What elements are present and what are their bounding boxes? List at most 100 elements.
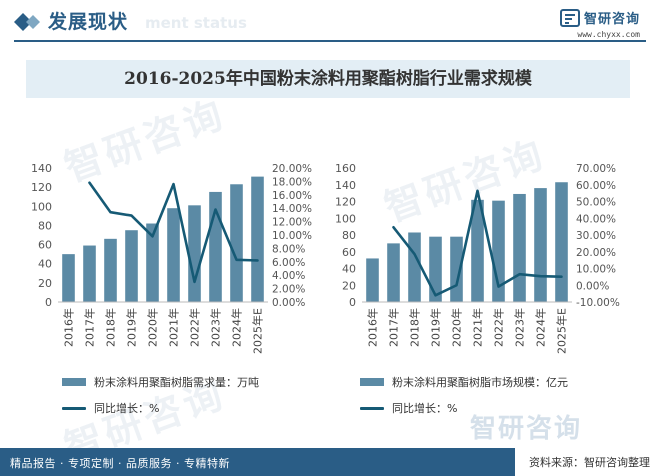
brand-logo: 智研咨询 — [559, 8, 640, 27]
y-right-tick-label: 70.00% — [576, 163, 616, 175]
y-right-tick-label: 10.00% — [272, 230, 312, 242]
bar — [534, 188, 547, 302]
y-left-tick-label: 140 — [31, 162, 52, 175]
growth-line — [392, 189, 563, 297]
bar — [104, 238, 117, 302]
x-tick-label: 2016年 — [366, 308, 380, 347]
y-left-tick-label: 80 — [38, 219, 52, 232]
legend-item-line: 同比增长：% — [62, 400, 159, 416]
y-right-tick-label: 0.00% — [272, 297, 305, 309]
y-right-tick-label: 6.00% — [272, 257, 305, 269]
legend-item-bar: 粉末涂料用聚酯树脂市场规模：亿元 — [360, 374, 568, 390]
chart-demand-volume: 0 20 40 60 80 100 120 140 0.00% 2.00% 4.00% 6.00% 8.… — [20, 150, 320, 385]
bar — [62, 254, 75, 302]
legend-item-bar: 粉末涂料用聚酯树脂需求量：万吨 — [62, 374, 259, 390]
legend-line-swatch — [62, 406, 86, 410]
y-right-tick-label: 50.00% — [576, 197, 616, 209]
y-left-tick-label: 120 — [335, 196, 356, 209]
y-right-tick-label: 2.00% — [272, 284, 305, 296]
legend-bar-swatch — [360, 378, 384, 386]
section-title: 发展现状 — [48, 11, 129, 33]
brand-url[interactable]: www.chyxx.com — [577, 30, 640, 39]
y-left-tick-label: 60 — [38, 239, 52, 252]
y-right-tick-label: 20.00% — [576, 247, 616, 259]
x-tick-label: 2022年 — [188, 308, 202, 347]
x-tick-label: 2017年 — [387, 308, 401, 347]
y-right-tick-label: 10.00% — [576, 264, 616, 276]
bar — [167, 208, 180, 302]
y-left-tick-label: 40 — [38, 258, 52, 271]
x-tick-label: 2019年 — [125, 308, 139, 347]
legend-label: 粉末涂料用聚酯树脂市场规模：亿元 — [392, 376, 568, 389]
bar — [555, 182, 568, 302]
y-right-tick-label: 60.00% — [576, 180, 616, 192]
y-right-tick-label: 18.00% — [272, 176, 312, 188]
x-tick-label: 2025年E — [251, 308, 265, 354]
y-left-tick-label: 80 — [342, 229, 356, 242]
bar — [408, 232, 421, 302]
x-tick-label: 2024年 — [230, 308, 244, 347]
header-divider — [14, 40, 646, 42]
x-tick-label: 2020年 — [450, 308, 464, 347]
bar — [513, 193, 526, 302]
bar — [366, 258, 379, 302]
bar — [230, 184, 243, 302]
header-ghost-text: ment status — [145, 14, 247, 32]
legend-item-line: 同比增长：% — [360, 400, 457, 416]
brand-name: 智研咨询 — [583, 12, 640, 27]
y-left-tick-label: 60 — [342, 246, 356, 259]
bar — [387, 243, 400, 302]
y-left-tick-label: 0 — [45, 296, 52, 309]
bar — [429, 236, 442, 302]
x-tick-label: 2023年 — [209, 308, 223, 347]
x-tick-label: 2025年E — [555, 308, 569, 354]
footer: 精品报告 · 专项定制 · 品质服务 · 专精特新 资料来源：智研咨询整理 — [0, 448, 660, 476]
footer-brand-watermark: 智研咨询 — [470, 414, 583, 444]
y-left-tick-label: 0 — [349, 296, 356, 309]
x-tick-label: 2019年 — [429, 308, 443, 347]
y-left-tick-label: 160 — [335, 162, 356, 175]
header: ment status 发展现状 智研咨询 www.chyxx.com — [0, 0, 660, 46]
x-tick-label: 2018年 — [104, 308, 118, 347]
chart-market-size-svg: 0 20 40 60 80 100 120 140 160 -10.00% 0.00% 10.00% 2… — [335, 162, 620, 354]
brand-logo-icon — [559, 8, 580, 27]
diamond-bullet-icon — [14, 13, 40, 31]
bar — [471, 199, 484, 302]
x-tick-label: 2016年 — [62, 308, 76, 347]
chart-demand-volume-svg: 0 20 40 60 80 100 120 140 0.00%2.00% 4.00%6.00% 8.… — [31, 162, 312, 354]
x-tick-label: 2021年 — [167, 308, 181, 347]
chart-market-size: 0 20 40 60 80 100 120 140 160 -10.00% 0.00% 10.00% 2… — [324, 150, 624, 385]
x-tick-label: 2022年 — [492, 308, 506, 347]
x-tick-label: 2021年 — [471, 308, 485, 347]
y-left-tick-label: 120 — [31, 181, 52, 194]
y-right-tick-label: 0.00% — [576, 280, 609, 292]
y-right-tick-label: 16.00% — [272, 190, 312, 202]
y-right-tick-label: 4.00% — [272, 270, 305, 282]
x-tick-label: 2020年 — [146, 308, 160, 347]
y-left-tick-label: 40 — [342, 263, 356, 276]
legend-label: 粉末涂料用聚酯树脂需求量：万吨 — [94, 376, 259, 389]
bar — [83, 245, 96, 302]
legend-label: 同比增长：% — [94, 402, 160, 415]
bar — [146, 223, 159, 302]
footer-source-box: 资料来源：智研咨询整理 — [515, 448, 660, 476]
y-right-tick-label: 40.00% — [576, 213, 616, 225]
x-tick-label: 2023年 — [513, 308, 527, 347]
x-tick-label: 2018年 — [408, 308, 422, 347]
main-title: 2016-2025年中国粉末涂料用聚酯树脂行业需求规模 — [124, 69, 532, 89]
y-left-tick-label: 100 — [335, 212, 356, 225]
y-left-tick-label: 100 — [31, 200, 52, 213]
bar — [188, 205, 201, 302]
y-right-tick-label: 20.00% — [272, 163, 312, 175]
data-source: 资料来源：智研咨询整理 — [529, 456, 650, 469]
x-tick-label: 2017年 — [83, 308, 97, 347]
y-left-tick-label: 20 — [342, 279, 356, 292]
y-left-tick-label: 20 — [38, 277, 52, 290]
growth-line — [88, 181, 259, 284]
legend-label: 同比增长：% — [392, 402, 458, 415]
bar — [125, 230, 138, 302]
bar — [251, 176, 264, 302]
y-left-tick-label: 140 — [335, 179, 356, 192]
chart-title-band: 2016-2025年中国粉末涂料用聚酯树脂行业需求规模 — [26, 60, 630, 98]
y-right-tick-label: 14.00% — [272, 203, 312, 215]
